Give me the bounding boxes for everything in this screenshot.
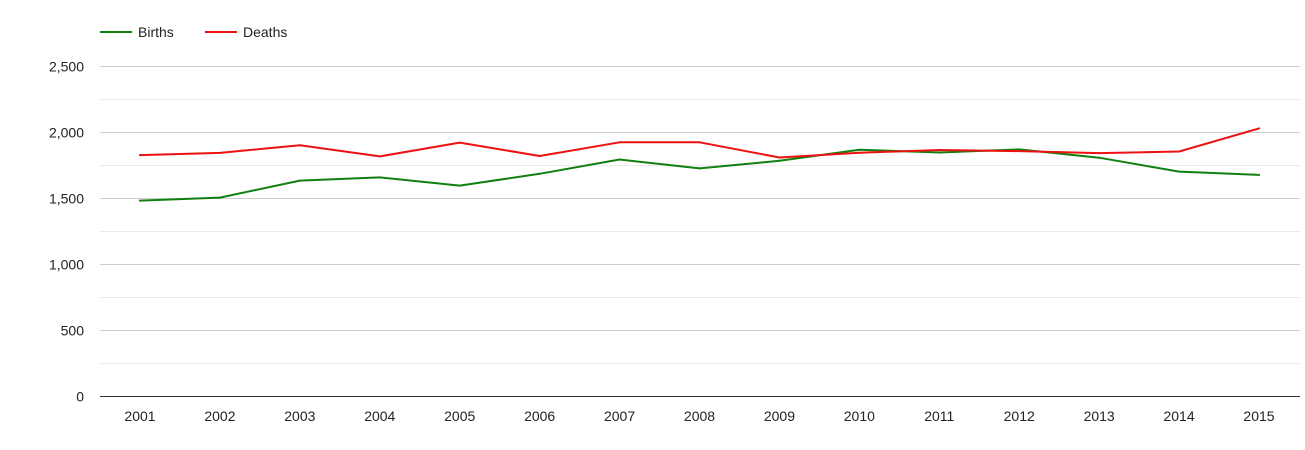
x-tick-label: 2007: [604, 408, 635, 424]
data-point-births: [1098, 156, 1101, 159]
x-tick-label: 2012: [1004, 408, 1035, 424]
data-point-births: [298, 179, 301, 182]
x-tick-label: 2011: [924, 408, 954, 424]
data-point-deaths: [1258, 127, 1260, 130]
data-point-births: [778, 159, 781, 162]
y-tick-label: 0: [76, 389, 84, 405]
x-tick-label: 2014: [1163, 408, 1194, 424]
data-point-deaths: [378, 155, 381, 158]
y-tick-label: 1,500: [49, 191, 84, 207]
data-point-births: [618, 158, 621, 161]
data-point-deaths: [778, 156, 781, 159]
data-point-births: [1258, 173, 1260, 176]
y-tick-label: 1,000: [49, 257, 84, 273]
x-tick-label: 2015: [1243, 408, 1274, 424]
x-tick-label: 2005: [444, 408, 475, 424]
x-tick-label: 2001: [124, 408, 155, 424]
data-point-deaths: [618, 141, 621, 144]
data-point-deaths: [458, 141, 461, 144]
data-point-deaths: [218, 151, 221, 154]
data-point-deaths: [858, 151, 861, 154]
series-deaths: [139, 127, 1260, 159]
x-tick-label: 2004: [364, 408, 395, 424]
x-tick-label: 2003: [284, 408, 315, 424]
x-tick-label: 2009: [764, 408, 795, 424]
data-point-deaths: [298, 144, 301, 147]
data-point-births: [378, 176, 381, 179]
series-lines: [139, 127, 1260, 202]
y-tick-label: 500: [61, 323, 85, 339]
x-tick-label: 2006: [524, 408, 555, 424]
data-point-births: [458, 184, 461, 187]
gridlines: [100, 66, 1300, 364]
data-point-births: [858, 148, 861, 151]
y-tick-label: 2,500: [49, 59, 84, 75]
data-point-deaths: [938, 149, 941, 151]
legend-label: Births: [138, 24, 174, 40]
data-point-deaths: [1018, 150, 1021, 153]
data-point-births: [1018, 148, 1021, 151]
data-point-births: [538, 172, 541, 175]
data-point-births: [139, 199, 141, 202]
x-tick-label: 2008: [684, 408, 715, 424]
data-point-deaths: [538, 155, 541, 157]
legend-label: Deaths: [243, 24, 287, 40]
data-point-deaths: [1098, 152, 1101, 155]
y-axis: 0 500 1,000 1,500 2,000 2,500: [49, 59, 84, 405]
x-axis: 2001 2002 2003 2004 2005 2006 2007 2008 2009 2010…: [100, 396, 1300, 424]
legend-item-births: Births: [100, 24, 174, 40]
legend: Births Deaths: [100, 24, 287, 40]
legend-item-deaths: Deaths: [205, 24, 287, 40]
data-point-deaths: [698, 141, 701, 144]
data-point-births: [1178, 170, 1181, 173]
data-point-births: [218, 196, 221, 199]
data-point-deaths: [139, 154, 141, 157]
data-point-births: [938, 151, 941, 154]
series-births: [139, 148, 1260, 202]
x-tick-label: 2010: [844, 408, 875, 424]
x-tick-label: 2013: [1084, 408, 1115, 424]
series-line-births: [139, 148, 1260, 202]
x-tick-label: 2002: [204, 408, 235, 424]
data-point-births: [698, 167, 701, 170]
y-tick-label: 2,000: [49, 125, 84, 141]
data-point-deaths: [1178, 150, 1181, 153]
